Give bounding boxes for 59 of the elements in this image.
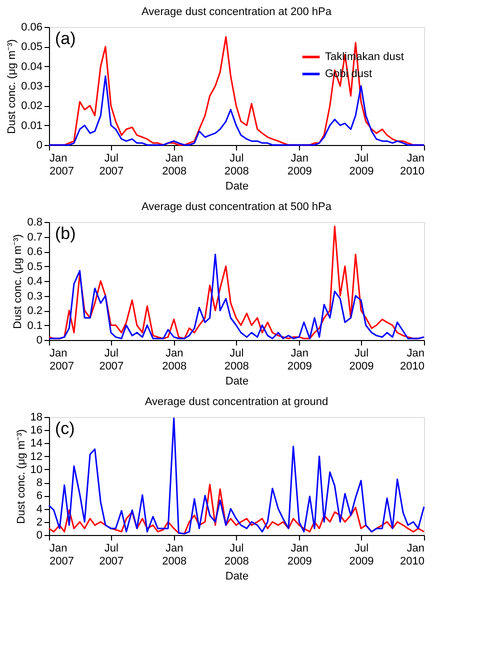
y-tick-label: 0.01 — [21, 120, 42, 132]
x-tick-label: Jul 2008 — [224, 348, 249, 372]
y-tick-label: 0.1 — [27, 320, 42, 332]
y-tick-label: 4 — [36, 503, 42, 516]
y-tick-label: 0.5 — [27, 260, 42, 273]
annotation: (b) — [55, 224, 76, 243]
x-tick-label: Jan 2007 — [50, 348, 74, 372]
y-tick-label: 0.06 — [21, 22, 42, 34]
y-tick-label: 0.8 — [27, 216, 42, 228]
y-axis-title: Dust conc. (μg m⁻³) — [12, 234, 24, 329]
x-tick-label: Jan 2009 — [287, 542, 312, 568]
x-tick-label: Jul 2009 — [349, 152, 374, 178]
y-tick-label: 0.03 — [21, 80, 42, 92]
x-tick-label: Jul 2008 — [224, 542, 249, 568]
annotation: (a) — [55, 29, 76, 48]
y-tick-label: 0.04 — [21, 60, 42, 73]
y-tick-label: 2 — [36, 516, 42, 528]
y-tick-label: 8 — [36, 477, 42, 490]
y-axis-title: Dust conc. (μg m⁻³) — [6, 39, 18, 134]
x-tick-label: Jan 2007 — [50, 152, 74, 178]
chart-title: Average dust concentration at 200 hPa — [142, 6, 332, 18]
x-tick-label: Jan 2010 — [400, 542, 424, 568]
y-tick-label: 0.4 — [27, 276, 42, 288]
x-tick-label: Jan 2008 — [162, 348, 187, 372]
x-tick-label: Jan 2010 — [400, 152, 424, 178]
y-tick-label: 6 — [36, 490, 42, 502]
y-tick-label: 18 — [30, 412, 42, 424]
y-tick-label: 0.02 — [21, 100, 42, 112]
x-tick-label: Jan 2009 — [287, 348, 312, 372]
y-tick-label: 0.05 — [21, 41, 42, 54]
y-tick-label: 0.7 — [27, 231, 42, 244]
x-tick-label: Jan 2008 — [162, 542, 187, 568]
x-tick-label: Jul 2007 — [99, 152, 124, 178]
y-tick-label: 12 — [30, 450, 42, 463]
x-axis-title: Date — [225, 180, 249, 192]
x-tick-label: Jul 2007 — [99, 542, 124, 568]
chart-title: Average dust concentration at ground — [144, 396, 328, 408]
x-tick-label: Jan 2007 — [50, 542, 74, 568]
y-tick-label: 0.6 — [27, 246, 42, 258]
chart-title: Average dust concentration at 500 hPa — [142, 201, 332, 213]
x-tick-label: Jul 2007 — [99, 348, 124, 372]
y-tick-label: 16 — [30, 424, 42, 437]
x-tick-label: Jan 2008 — [162, 152, 187, 178]
x-tick-label: Jan 2009 — [287, 152, 312, 178]
annotation: (c) — [55, 419, 75, 438]
x-tick-label: Jul 2009 — [349, 348, 374, 372]
x-tick-label: Jul 2008 — [224, 152, 249, 178]
x-tick-label: Jul 2009 — [349, 542, 374, 568]
x-axis-title: Date — [225, 376, 249, 388]
x-axis-title: Date — [225, 570, 249, 582]
y-tick-label: 10 — [30, 464, 42, 476]
y-tick-label: 14 — [30, 438, 42, 450]
y-tick-label: 0 — [36, 530, 42, 542]
y-axis-title: Dust conc. (μg m⁻³) — [15, 429, 28, 524]
y-tick-label: 0.3 — [27, 290, 42, 302]
y-tick-label: 0 — [36, 140, 42, 152]
y-tick-label: 0.2 — [27, 305, 42, 317]
x-tick-label: Jan 2010 — [400, 348, 424, 372]
y-tick-label: 0 — [36, 334, 42, 346]
